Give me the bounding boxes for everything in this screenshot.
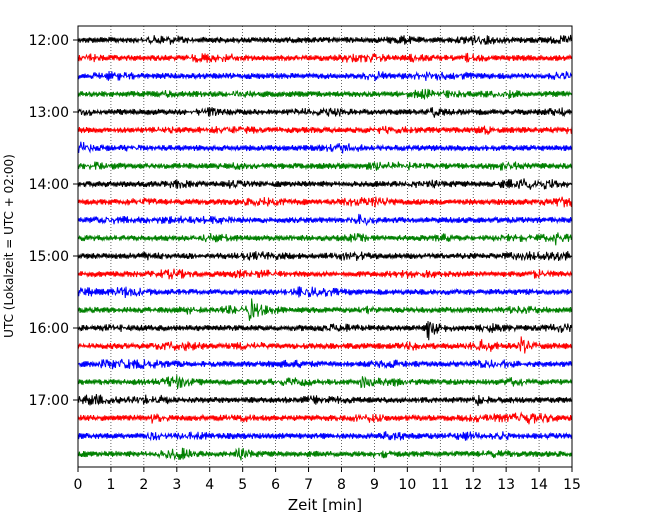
trace-1345 (77, 161, 573, 171)
x-tick-label-0: 0 (74, 477, 83, 493)
trace-1315 (77, 125, 573, 135)
trace-1615 (77, 336, 573, 354)
y-tick-label-0: 12:00 (29, 33, 69, 49)
trace-1630 (77, 358, 573, 370)
trace-1445 (77, 232, 573, 246)
plot-frame (77, 25, 573, 468)
x-tick-label-7: 7 (304, 477, 313, 493)
trace-1230 (77, 70, 573, 82)
x-tick-label-11: 11 (431, 477, 449, 493)
y-tick-label-3: 15:00 (29, 249, 69, 265)
trace-1530 (77, 286, 573, 298)
x-tick-label-4: 4 (205, 477, 214, 493)
trace-1430 (77, 213, 573, 227)
x-tick-label-9: 9 (370, 477, 379, 493)
y-tick-label-5: 17:00 (29, 393, 69, 409)
trace-1245 (77, 88, 573, 100)
x-tick-label-14: 14 (530, 477, 548, 493)
trace-1330 (77, 141, 573, 154)
y-axis-label: UTC (Lokalzeit = UTC + 02:00) (2, 154, 16, 338)
x-tick-label-10: 10 (398, 477, 416, 493)
trace-1500 (77, 250, 573, 262)
x-tick-label-15: 15 (563, 477, 581, 493)
y-tick-label-2: 14:00 (29, 177, 69, 193)
trace-1215 (77, 52, 573, 64)
trace-1700 (77, 394, 573, 407)
x-tick-label-8: 8 (337, 477, 346, 493)
y-tick-label-1: 13:00 (29, 105, 69, 121)
trace-1730 (77, 431, 573, 442)
trace-1300 (77, 106, 573, 118)
trace-1645 (77, 375, 573, 390)
trace-group (77, 34, 573, 461)
x-axis-label: Zeit [min] (288, 496, 362, 514)
x-tick-label-13: 13 (497, 477, 515, 493)
y-tick-label-4: 16:00 (29, 321, 69, 337)
trace-1415 (77, 196, 573, 208)
x-axis: 0 1 2 3 4 5 6 7 8 9 10 11 12 13 14 15 (74, 467, 581, 493)
x-tick-label-6: 6 (271, 477, 280, 493)
trace-1400 (77, 178, 573, 190)
x-tick-label-12: 12 (464, 477, 482, 493)
trace-1515 (77, 268, 573, 280)
trace-1545 (77, 298, 573, 321)
trace-1715 (77, 411, 573, 425)
trace-1745 (77, 447, 573, 461)
y-axis: 12:00 13:00 14:00 15:00 16:00 17:00 (29, 33, 78, 409)
x-tick-label-3: 3 (172, 477, 181, 493)
x-tick-label-5: 5 (238, 477, 247, 493)
trace-1600 (77, 320, 573, 341)
trace-1200 (77, 34, 573, 46)
x-tick-label-2: 2 (139, 477, 148, 493)
x-tick-label-1: 1 (106, 477, 115, 493)
